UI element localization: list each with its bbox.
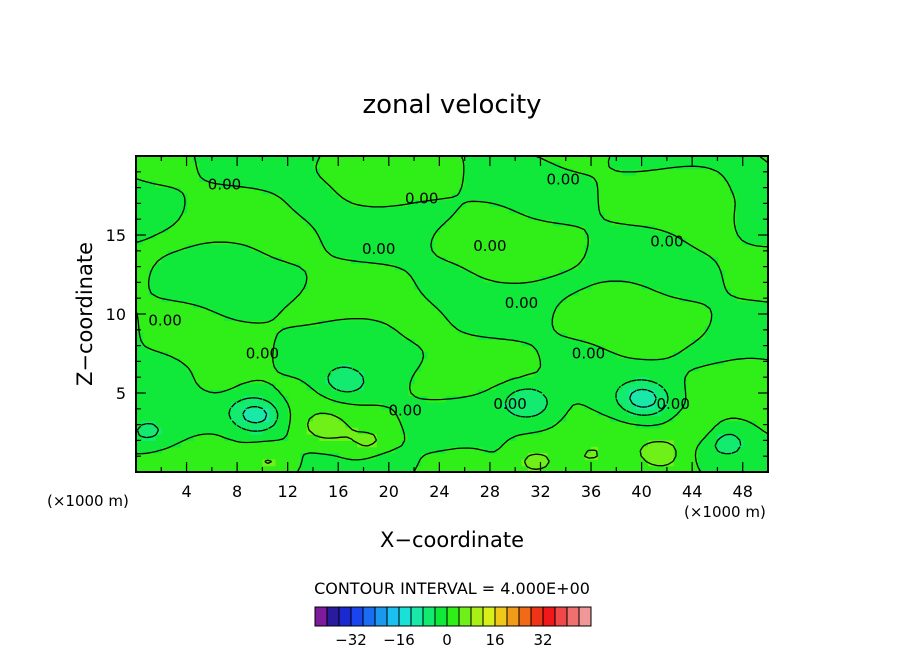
x-unit-right: (×1000 m) xyxy=(684,503,766,521)
colorbar-swatch xyxy=(518,606,532,627)
colorbar-swatch xyxy=(350,606,364,627)
contour-label: 0.00 xyxy=(505,294,538,312)
colorbar-swatch xyxy=(398,606,412,627)
contour-level-1 xyxy=(136,366,742,455)
colorbar-swatch xyxy=(494,606,508,627)
contour-label: 0.00 xyxy=(546,171,579,189)
colorbar-swatch xyxy=(458,606,472,627)
colorbar-swatch xyxy=(314,606,328,627)
colorbar-swatch xyxy=(410,606,424,627)
x-tick-label: 44 xyxy=(682,482,702,501)
chart-title: zonal velocity xyxy=(362,90,541,120)
contour-lines xyxy=(136,156,768,472)
contour-label: 0.00 xyxy=(572,345,605,363)
x-tick-label: 20 xyxy=(379,482,399,501)
x-unit-left: (×1000 m) xyxy=(47,492,129,510)
colorbar-swatch xyxy=(566,606,580,627)
y-tick-label: 5 xyxy=(116,384,126,403)
contour-label: 0.00 xyxy=(473,237,506,255)
colorbar-swatch xyxy=(434,606,448,627)
y-tick-label: 10 xyxy=(106,305,126,324)
colorbar-tick-label: 32 xyxy=(533,631,552,649)
x-tick-label: 28 xyxy=(480,482,500,501)
contour-label: 0.00 xyxy=(656,395,689,413)
x-tick-label: 48 xyxy=(733,482,753,501)
colorbar-swatch xyxy=(482,606,496,627)
colorbar-swatch xyxy=(386,606,400,627)
colorbar-tick-label: −16 xyxy=(383,631,415,649)
colorbar: −32 −16 0 16 32 xyxy=(314,606,592,649)
colorbar-swatch xyxy=(470,606,484,627)
x-tick-label: 12 xyxy=(278,482,298,501)
contour-label: 0.00 xyxy=(208,175,241,193)
contour-label: 0.00 xyxy=(650,232,683,250)
x-tick-label: 4 xyxy=(182,482,192,501)
x-axis-label: X−coordinate xyxy=(380,528,524,552)
field-band-1 xyxy=(136,156,768,472)
contour-label: 0.00 xyxy=(362,240,395,258)
x-tick-label: 32 xyxy=(530,482,550,501)
colorbar-swatch xyxy=(362,606,376,627)
colorbar-swatch xyxy=(578,606,592,627)
colorbar-tick-label: 0 xyxy=(442,631,452,649)
x-tick-label: 40 xyxy=(631,482,651,501)
colorbar-swatch xyxy=(338,606,352,627)
x-tick-label: 24 xyxy=(429,482,449,501)
x-tick-label: 16 xyxy=(328,482,348,501)
contour-label: 0.00 xyxy=(246,345,279,363)
contour-level-2 xyxy=(136,156,768,472)
colorbar-swatch xyxy=(422,606,436,627)
contour-label: 0.00 xyxy=(405,190,438,208)
colorbar-tick-label: −32 xyxy=(335,631,367,649)
colorbar-swatch xyxy=(542,606,556,627)
y-axis-label: Z−coordinate xyxy=(73,242,97,386)
y-tick-label: 15 xyxy=(106,226,126,245)
colorbar-swatch xyxy=(554,606,568,627)
contour-level-0 xyxy=(242,388,657,424)
contour-interval-label: CONTOUR INTERVAL = 4.000E+00 xyxy=(314,579,590,598)
colorbar-swatch xyxy=(446,606,460,627)
contour-label: 0.00 xyxy=(388,401,421,419)
colorbar-swatch xyxy=(326,606,340,627)
colorbar-swatch xyxy=(506,606,520,627)
x-tick-label: 36 xyxy=(581,482,601,501)
contour-label: 0.00 xyxy=(148,311,181,329)
velocity-field xyxy=(136,156,768,472)
contour-label: 0.00 xyxy=(493,395,526,413)
field-band-0 xyxy=(136,156,768,472)
colorbar-swatch xyxy=(530,606,544,627)
x-tick-label: 8 xyxy=(232,482,242,501)
colorbar-tick-label: 16 xyxy=(485,631,504,649)
contour-level-3 xyxy=(264,412,677,470)
colorbar-swatch xyxy=(374,606,388,627)
contour-labels: 0.00 0.00 0.00 0.00 0.00 0.00 0.00 0.00 0.00 0.00… xyxy=(148,171,690,420)
